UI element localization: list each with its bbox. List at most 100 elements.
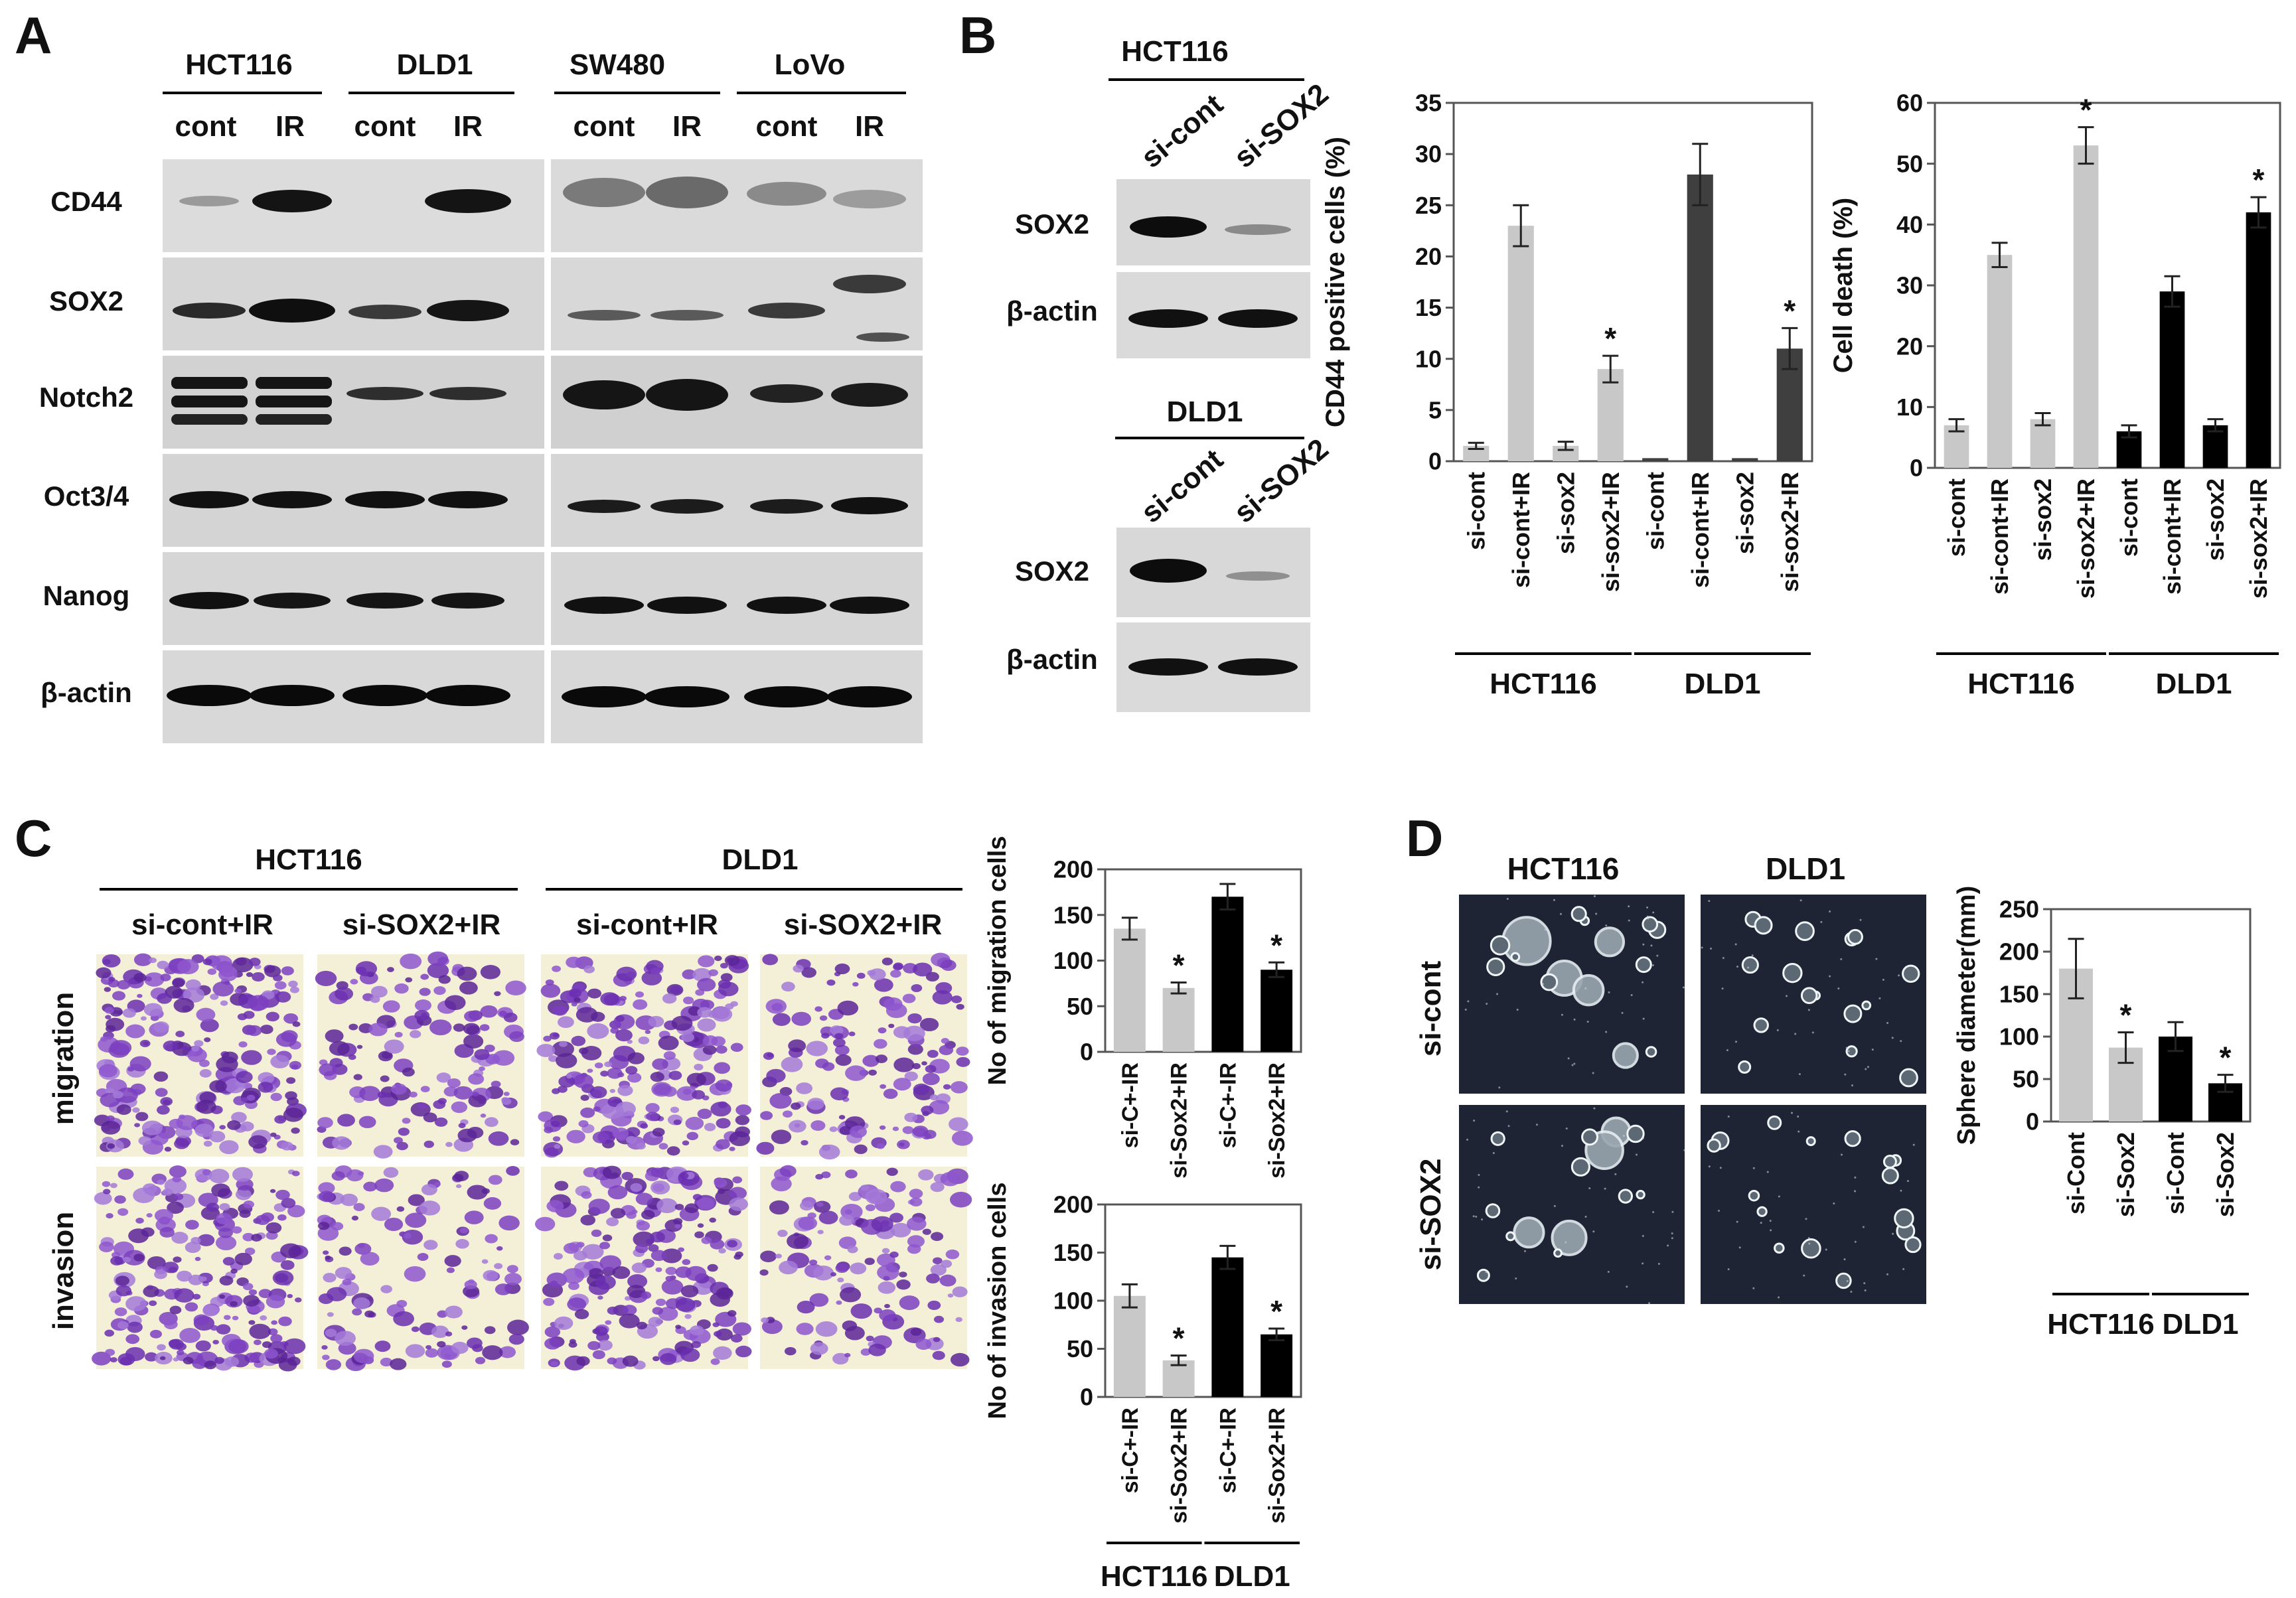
stained-cell: [206, 1202, 220, 1212]
stained-cell: [832, 1352, 849, 1365]
stained-cell: [262, 1341, 272, 1348]
debris-dot: [1505, 1110, 1508, 1113]
stained-cell: [325, 1329, 337, 1337]
stained-cell: [278, 1316, 292, 1327]
stained-cell: [662, 993, 677, 1004]
stained-cell: [272, 1270, 294, 1285]
debris-dot: [1708, 900, 1711, 903]
sphere: [1902, 964, 1920, 983]
debris-dot: [1770, 1229, 1772, 1232]
stained-cell: [175, 1343, 187, 1351]
stained-cell: [266, 1295, 285, 1309]
stained-cell: [463, 1034, 484, 1049]
stained-cell: [930, 1264, 947, 1276]
stained-cell: [552, 1041, 574, 1057]
stained-cell: [881, 957, 893, 966]
category-label: si-cont+IR: [1986, 478, 2013, 595]
stained-cell: [816, 1202, 824, 1207]
stained-cell: [114, 1195, 126, 1204]
blot-band: [827, 686, 912, 707]
chart-C-invasion: 0 50 100 150 200 No of invasion cells si-C+-IR…: [984, 1183, 1302, 1593]
group-label: DLD1: [2156, 668, 2232, 700]
sphere: [1490, 1131, 1505, 1146]
stained-cell: [110, 1256, 123, 1266]
stained-cell: [191, 1236, 201, 1244]
debris-dot: [1900, 1040, 1902, 1043]
blot-band: [346, 593, 423, 609]
group-label-sw480: SW480: [570, 48, 665, 81]
y-tick-label: 50: [1896, 150, 1923, 177]
stained-cell: [115, 1285, 131, 1297]
stained-cell: [854, 1144, 868, 1155]
lane-label-si-sox2: si-SOX2: [1228, 433, 1335, 530]
plot-frame: [1934, 102, 2281, 469]
stained-cell: [125, 1296, 147, 1312]
stained-cell: [670, 1106, 680, 1114]
panel-letter-b: B: [959, 6, 996, 64]
group-label-lovo: LoVo: [775, 48, 846, 81]
stained-cell: [493, 1050, 515, 1066]
stained-cell: [112, 1090, 123, 1099]
stained-cell: [414, 1010, 430, 1021]
stained-cell: [104, 987, 112, 992]
stained-cell: [782, 1110, 793, 1118]
stained-cell: [451, 1341, 469, 1354]
stained-cell: [885, 1003, 907, 1019]
sphere: [1795, 921, 1815, 942]
debris-dot: [1608, 991, 1610, 993]
blot-band: [564, 597, 644, 614]
sphere: [1882, 1155, 1897, 1169]
category-label: si-cont+IR: [1507, 472, 1535, 588]
blot-band: [651, 310, 724, 321]
stained-cell: [950, 1191, 972, 1208]
category-label: si-sox2: [2029, 478, 2056, 561]
stained-cell: [691, 1341, 702, 1348]
stained-cell: [844, 1352, 851, 1358]
stained-cell: [230, 1301, 238, 1307]
stained-cell: [506, 1166, 520, 1176]
stained-cell: [621, 1171, 634, 1181]
stained-cell: [890, 1222, 911, 1238]
stained-cell: [808, 1259, 818, 1266]
debris-dot: [1912, 1143, 1915, 1146]
sphere: [1626, 1124, 1645, 1143]
stained-cell: [651, 1167, 664, 1178]
stained-cell: [793, 964, 804, 973]
stained-cell: [174, 1288, 194, 1303]
stained-cell: [845, 1065, 867, 1081]
stained-cell: [127, 1321, 143, 1333]
stained-cell: [370, 995, 380, 1003]
stained-cell: [732, 1176, 743, 1184]
stained-cell: [729, 1187, 747, 1200]
debris-dot: [1722, 957, 1724, 960]
stained-cell: [325, 1359, 342, 1370]
blot-band: [647, 597, 727, 614]
stained-cell: [481, 1259, 489, 1264]
sphere: [1707, 1138, 1721, 1153]
stained-cell: [716, 1045, 727, 1054]
debris-dot: [1840, 958, 1843, 960]
lane-label: IR: [275, 110, 305, 143]
y-tick-label: 25: [1415, 192, 1442, 219]
stained-cell: [595, 1275, 616, 1290]
y-tick-label: 10: [1415, 345, 1442, 372]
debris-dot: [1523, 1250, 1526, 1252]
blot-band: [254, 593, 331, 609]
blot-band: [1218, 658, 1298, 676]
stained-cell: [348, 1054, 356, 1060]
stained-cell: [239, 1209, 251, 1218]
stained-cell: [380, 1357, 393, 1367]
stained-cell: [684, 1314, 692, 1319]
debris-dot: [1565, 1127, 1568, 1130]
category-label: si-C+-IR: [1215, 1062, 1241, 1148]
condition-label: si-SOX2+IR: [343, 908, 500, 941]
stained-cell: [616, 966, 637, 981]
blot-band: [747, 597, 826, 614]
stained-cell: [352, 1308, 362, 1316]
blot-band: [831, 497, 908, 514]
stained-cell: [879, 1125, 886, 1130]
stained-cell: [796, 1323, 814, 1335]
stained-cell: [391, 1083, 407, 1095]
stained-cell: [883, 1275, 890, 1281]
debris-dot: [1621, 1011, 1624, 1014]
